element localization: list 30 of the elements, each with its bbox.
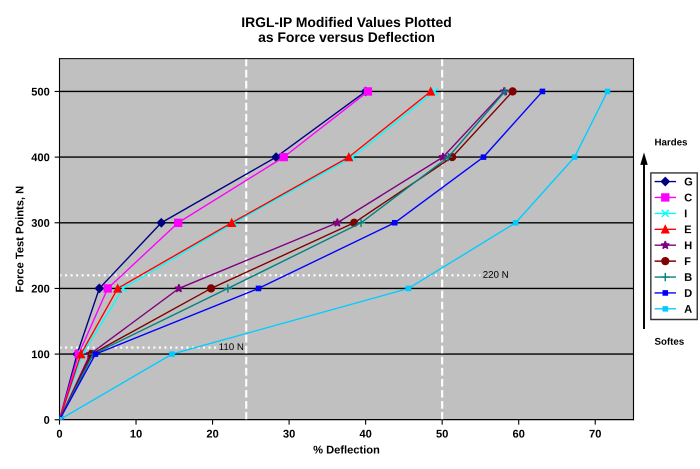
legend-label: F [684, 257, 691, 266]
y-tick-label: 200 [32, 284, 50, 293]
x-tick-label: 70 [590, 430, 601, 438]
legend-label: H [684, 241, 692, 250]
y-axis-title: Force Test Points, N [15, 186, 26, 292]
y-tick-label: 300 [31, 219, 50, 227]
legend-label: G [684, 178, 692, 186]
y-tick-label: 100 [32, 350, 50, 358]
x-axis-title: % Deflection [313, 445, 380, 454]
y-tick-label: 0 [44, 416, 50, 424]
legend-label: E [684, 226, 692, 234]
chart-title: IRGL-IP Modified Values Plotted as Force versus Deflection [242, 16, 451, 42]
annotation: 110 N [219, 343, 244, 350]
y-tick-label: 400 [31, 153, 50, 162]
x-tick-label: 60 [512, 430, 524, 438]
x-tick-label: 40 [360, 430, 372, 438]
legend-label: B [684, 273, 692, 281]
x-tick-label: 0 [56, 430, 62, 438]
x-tick-label: 50 [436, 430, 448, 438]
legend-label: C [684, 194, 692, 202]
y-tick-label: 500 [32, 88, 50, 96]
x-tick-label: 30 [283, 430, 295, 438]
legend-label: I [684, 210, 687, 218]
legend-label: D [684, 289, 692, 297]
annotation: 220 N [483, 271, 508, 278]
x-tick-label: 20 [206, 430, 218, 438]
text: Softes [654, 338, 684, 345]
text: Hardes [655, 138, 688, 146]
x-tick-label: 10 [130, 430, 142, 438]
legend-label: A [684, 305, 692, 313]
